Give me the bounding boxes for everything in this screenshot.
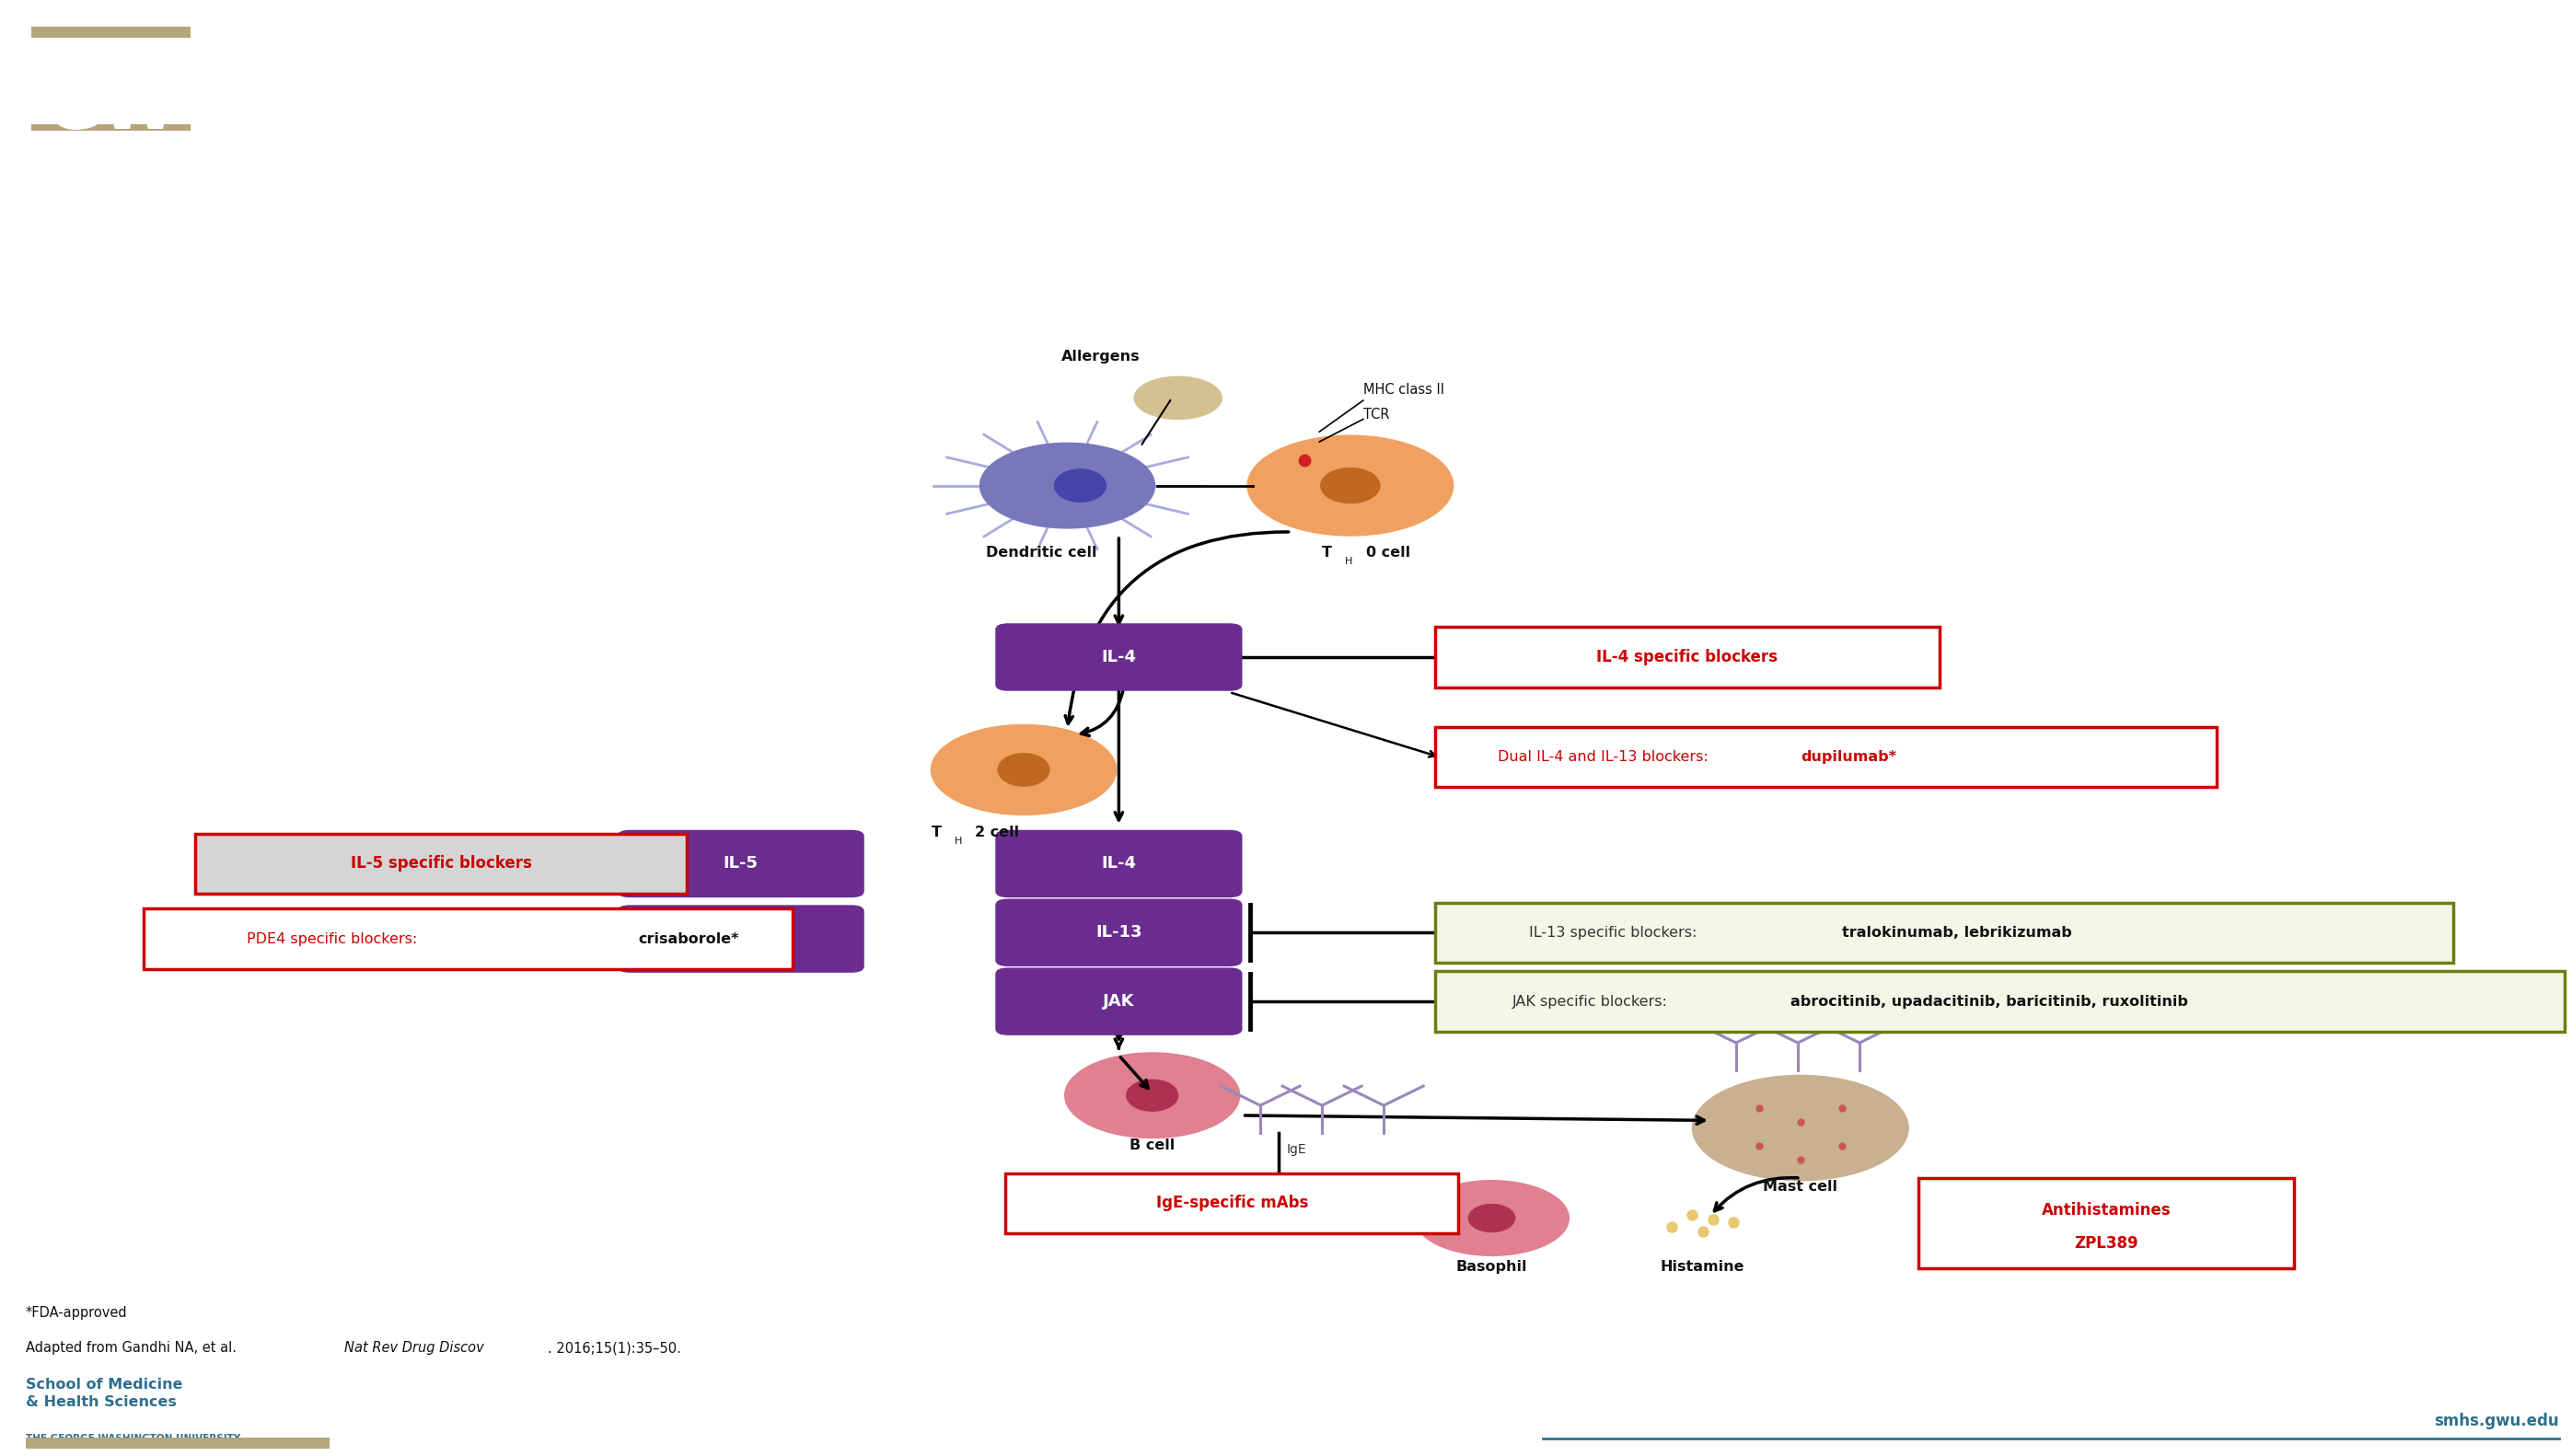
Text: THE GEORGE WASHINGTON UNIVERSITY: THE GEORGE WASHINGTON UNIVERSITY <box>26 1434 239 1443</box>
Text: TCR: TCR <box>1363 408 1389 422</box>
Text: Nat Rev Drug Discov: Nat Rev Drug Discov <box>345 1341 484 1356</box>
Text: 2 cell: 2 cell <box>975 826 1019 839</box>
FancyBboxPatch shape <box>31 124 190 131</box>
FancyBboxPatch shape <box>195 834 687 894</box>
FancyBboxPatch shape <box>1435 903 2454 962</box>
Text: IgE: IgE <box>1286 1143 1307 1156</box>
Text: IL-5: IL-5 <box>723 856 759 872</box>
Text: PDE4 specific blockers:: PDE4 specific blockers: <box>247 932 422 946</box>
FancyBboxPatch shape <box>1006 1174 1458 1233</box>
FancyBboxPatch shape <box>995 623 1242 692</box>
Text: tralokinumab, lebrikizumab: tralokinumab, lebrikizumab <box>1842 926 2070 939</box>
Circle shape <box>931 725 1116 815</box>
FancyBboxPatch shape <box>1435 628 1939 687</box>
FancyBboxPatch shape <box>995 830 1242 897</box>
Text: Dendritic cell: Dendritic cell <box>985 546 1098 559</box>
Circle shape <box>1692 1076 1908 1181</box>
Text: Integral to AD Pathogenesis: Integral to AD Pathogenesis <box>283 140 764 173</box>
Text: abrocitinib, upadacitinib, baricitinib, ruxolitinib: abrocitinib, upadacitinib, baricitinib, … <box>1790 994 2189 1009</box>
Text: H: H <box>954 836 962 846</box>
Text: MHC class II: MHC class II <box>1363 383 1443 397</box>
Text: T: T <box>1322 546 1332 559</box>
FancyBboxPatch shape <box>1919 1178 2294 1268</box>
Text: School of Medicine
& Health Sciences: School of Medicine & Health Sciences <box>26 1377 183 1409</box>
Text: dupilumab*: dupilumab* <box>1800 750 1896 764</box>
FancyBboxPatch shape <box>26 1437 329 1449</box>
Ellipse shape <box>998 754 1049 786</box>
Circle shape <box>1247 435 1453 536</box>
FancyBboxPatch shape <box>617 906 864 973</box>
Text: IgE-specific mAbs: IgE-specific mAbs <box>1155 1195 1309 1211</box>
Text: Antihistamines: Antihistamines <box>2042 1203 2171 1219</box>
FancyBboxPatch shape <box>1435 727 2217 788</box>
Text: IL-4: IL-4 <box>1101 649 1137 665</box>
Circle shape <box>1134 377 1222 419</box>
FancyBboxPatch shape <box>617 830 864 897</box>
Ellipse shape <box>1469 1204 1515 1232</box>
Text: IL-4 specific blockers: IL-4 specific blockers <box>1597 649 1777 665</box>
Text: IL-4: IL-4 <box>1101 856 1137 872</box>
Text: JAK specific blockers:: JAK specific blockers: <box>1512 994 1672 1009</box>
Text: *FDA-approved: *FDA-approved <box>26 1306 129 1321</box>
Text: H: H <box>1345 558 1353 566</box>
FancyBboxPatch shape <box>31 26 190 38</box>
FancyBboxPatch shape <box>1435 971 2564 1031</box>
FancyBboxPatch shape <box>144 909 792 968</box>
Text: H: H <box>2078 64 2096 87</box>
Text: T: T <box>931 826 941 839</box>
Text: JAK: JAK <box>1103 993 1134 1010</box>
Text: IL-5 specific blockers: IL-5 specific blockers <box>350 856 532 872</box>
Text: smhs.gwu.edu: smhs.gwu.edu <box>2433 1412 2559 1430</box>
FancyBboxPatch shape <box>995 968 1242 1035</box>
Text: 2 Pathway: 2 Pathway <box>2109 42 2287 76</box>
Text: . 2016;15(1):35–50.: . 2016;15(1):35–50. <box>548 1341 682 1356</box>
Text: IL-13: IL-13 <box>1096 925 1142 941</box>
Text: Allergens: Allergens <box>1062 349 1139 363</box>
Text: New and Emerging Therapies Target Specific Steps in the T: New and Emerging Therapies Target Specif… <box>283 42 1304 76</box>
Text: IL-13 specific blockers:: IL-13 specific blockers: <box>1528 926 1703 939</box>
Text: crisaborole*: crisaborole* <box>638 932 738 946</box>
Ellipse shape <box>1322 467 1381 504</box>
Text: 0 cell: 0 cell <box>1366 546 1409 559</box>
Text: Dual IL-4 and IL-13 blockers:: Dual IL-4 and IL-13 blockers: <box>1497 750 1713 764</box>
Ellipse shape <box>1055 469 1106 502</box>
Text: B cell: B cell <box>1129 1139 1175 1152</box>
Text: Basophil: Basophil <box>1456 1259 1528 1274</box>
Text: ZPL389: ZPL389 <box>2076 1235 2137 1251</box>
Text: GW: GW <box>44 76 177 143</box>
Text: Histamine: Histamine <box>1662 1259 1744 1274</box>
Circle shape <box>1065 1053 1240 1139</box>
Text: PDE4: PDE4 <box>718 930 764 948</box>
FancyBboxPatch shape <box>995 898 1242 967</box>
Text: Mast cell: Mast cell <box>1764 1179 1836 1194</box>
Ellipse shape <box>1127 1080 1178 1111</box>
Circle shape <box>980 443 1155 529</box>
Text: Adapted from Gandhi NA, et al.: Adapted from Gandhi NA, et al. <box>26 1341 242 1356</box>
Circle shape <box>1415 1181 1569 1255</box>
